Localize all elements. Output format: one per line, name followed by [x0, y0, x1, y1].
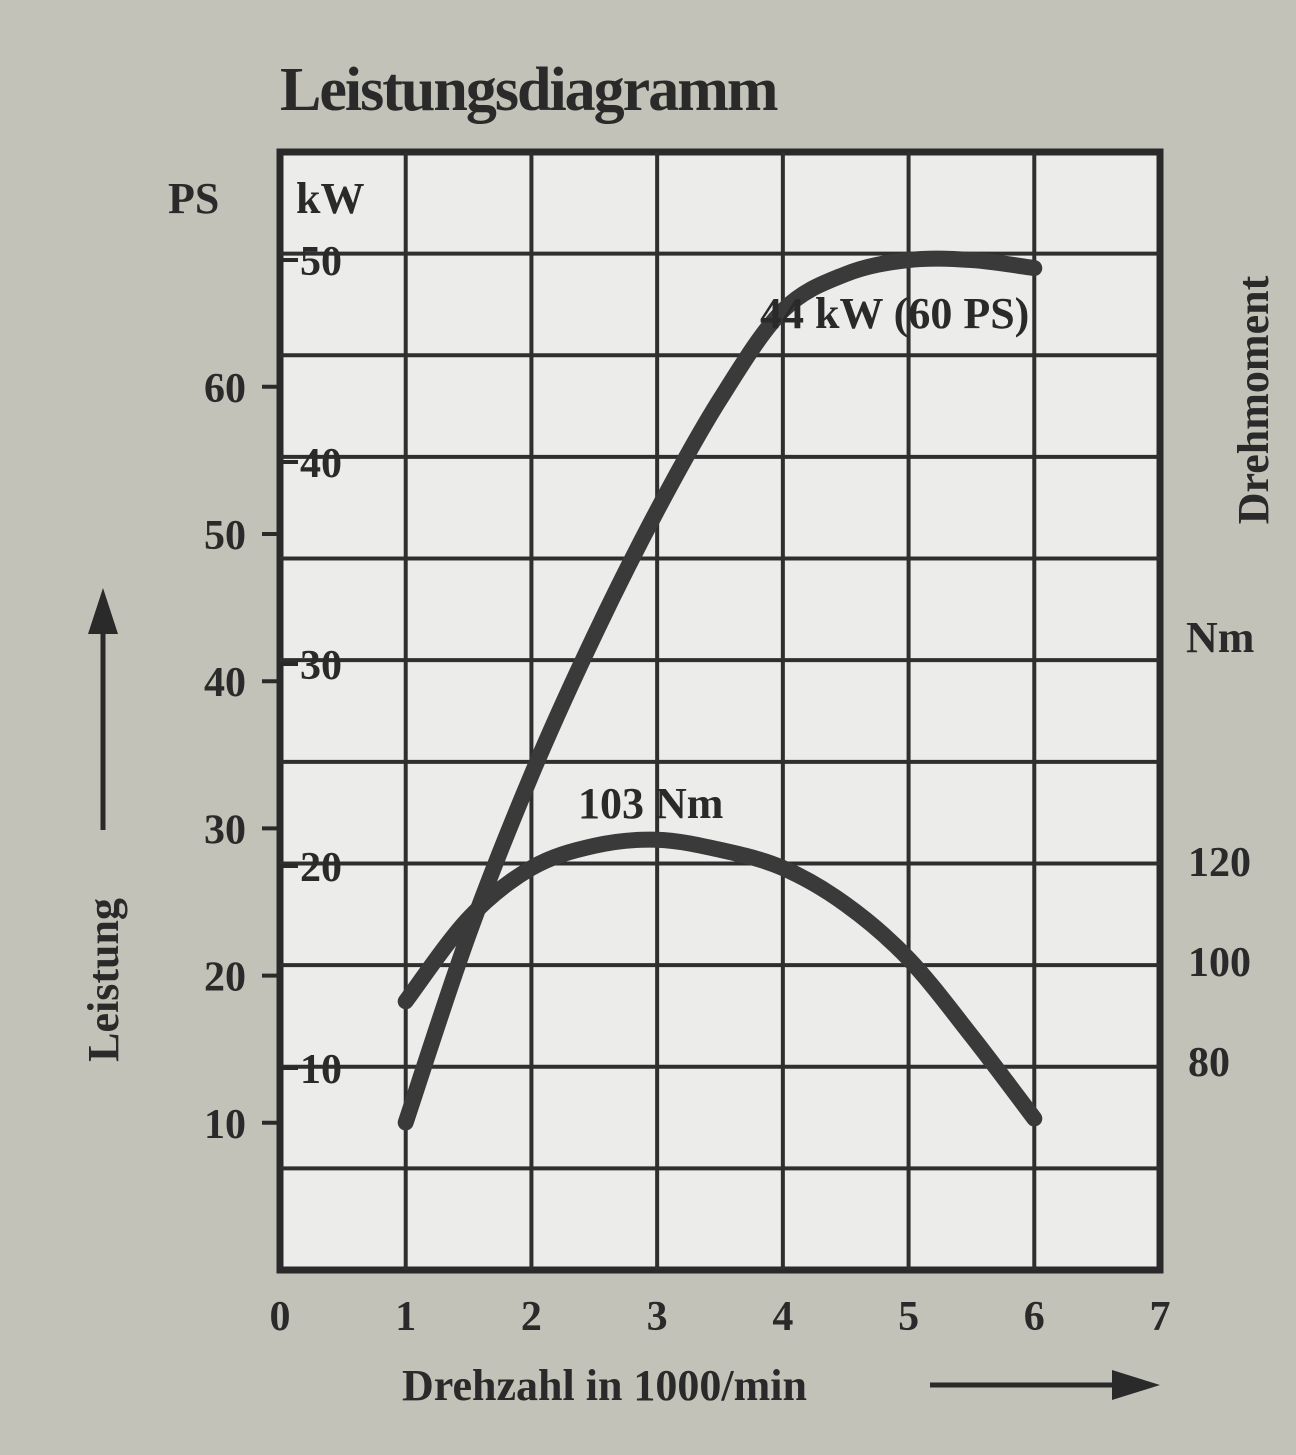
kw-tick-label: 20 — [300, 845, 342, 891]
x-tick-label: 0 — [270, 1294, 291, 1340]
series-curves — [397, 250, 1043, 1131]
nm-tick-label: 120 — [1188, 840, 1251, 886]
nm-tick-label: 80 — [1188, 1040, 1230, 1086]
annotation-peak-power: 44 kW (60 PS) — [760, 289, 1029, 338]
y2-axis-label: Drehmoment — [1229, 275, 1278, 524]
x-tick-label: 2 — [521, 1294, 542, 1340]
nm-tick-label: 100 — [1188, 940, 1251, 986]
ps-axis: 10 20 30 40 50 60 — [204, 366, 282, 1148]
kw-tick-label: 30 — [300, 643, 342, 689]
ps-tick-label: 50 — [204, 513, 246, 559]
x-tick-label: 3 — [647, 1294, 668, 1340]
y-axis-arrow-head — [88, 588, 118, 634]
x-tick-label: 4 — [772, 1294, 793, 1340]
x-tick-label: 6 — [1024, 1294, 1045, 1340]
ps-tick-label: 10 — [204, 1102, 246, 1148]
x-axis-label-text: Drehzahl in 1000/min — [402, 1361, 807, 1410]
power-curve — [397, 250, 1043, 1131]
x-tick-label: 1 — [395, 1294, 416, 1340]
ps-tick-label: 20 — [204, 955, 246, 1001]
x-tick-label: 7 — [1150, 1294, 1171, 1340]
kw-tick-label: 40 — [300, 441, 342, 487]
x-tick-label: 5 — [898, 1294, 919, 1340]
kw-tick-label: 50 — [300, 239, 342, 285]
kw-unit-label: kW — [296, 174, 364, 223]
chart-title: Leistungsdiagramm — [280, 56, 778, 124]
torque-curve — [397, 831, 1043, 1127]
ps-tick-label: 30 — [204, 807, 246, 853]
x-tick-labels: 0 1 2 3 4 5 6 7 — [270, 1294, 1171, 1340]
x-axis-arrow-head — [1112, 1370, 1160, 1400]
ps-tick-label: 60 — [204, 366, 246, 412]
grid-lines — [280, 152, 1160, 1270]
nm-unit-label: Nm — [1186, 613, 1254, 662]
ps-unit-label: PS — [168, 174, 219, 223]
ps-tick-label: 40 — [204, 660, 246, 706]
nm-axis: 80 100 120 — [1188, 840, 1251, 1086]
kw-tick-label: 10 — [300, 1047, 342, 1093]
y-axis-label-text: Leistung — [79, 898, 128, 1062]
y-axis-label: Leistung — [79, 588, 128, 1062]
annotation-peak-torque: 103 Nm — [578, 779, 723, 828]
kw-axis: 10 20 30 40 50 — [280, 239, 342, 1093]
x-axis-label: Drehzahl in 1000/min — [402, 1361, 1160, 1410]
